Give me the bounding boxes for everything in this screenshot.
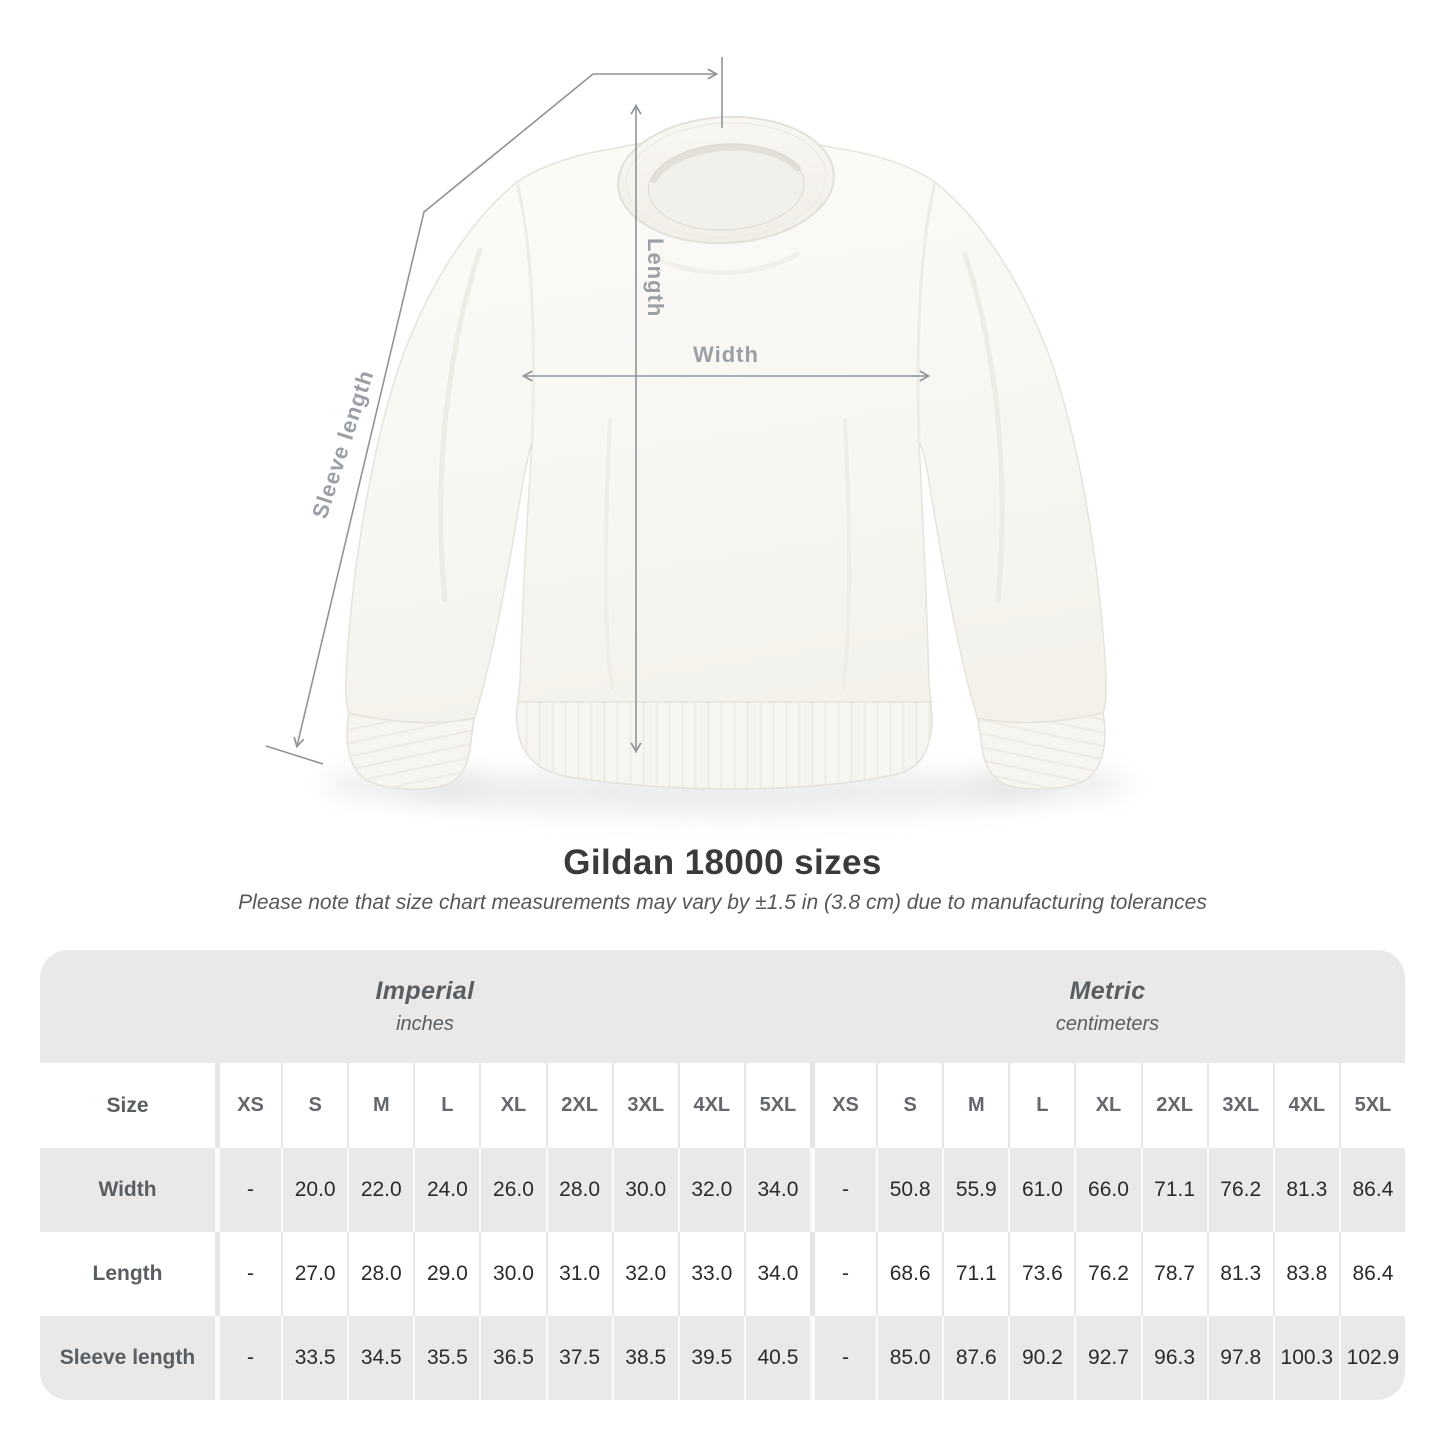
- value-metric: 100.3: [1272, 1316, 1339, 1400]
- value-metric: -: [810, 1148, 877, 1232]
- value-imperial: 38.5: [611, 1316, 678, 1400]
- value-metric: 102.9: [1338, 1316, 1405, 1400]
- value-imperial: 20.0: [281, 1148, 348, 1232]
- size-header-metric: 3XL: [1206, 1063, 1273, 1148]
- value-metric: 81.3: [1272, 1148, 1339, 1232]
- value-metric: 86.4: [1338, 1232, 1405, 1316]
- row-label: Sleeve length: [40, 1316, 215, 1400]
- size-column-header: Size: [40, 1063, 215, 1148]
- value-metric: 71.1: [942, 1232, 1009, 1316]
- size-header-imperial: XS: [215, 1063, 282, 1148]
- value-metric: -: [810, 1232, 877, 1316]
- unit-group-imperial: Imperial inches: [40, 950, 810, 1063]
- value-metric: 76.2: [1206, 1148, 1273, 1232]
- value-imperial: 31.0: [545, 1232, 612, 1316]
- size-header-imperial: 5XL: [743, 1063, 810, 1148]
- value-metric: 86.4: [1338, 1148, 1405, 1232]
- value-imperial: 36.5: [479, 1316, 546, 1400]
- value-metric: 92.7: [1074, 1316, 1141, 1400]
- size-header-metric: XS: [810, 1063, 877, 1148]
- value-imperial: -: [215, 1316, 282, 1400]
- row-label: Width: [40, 1148, 215, 1232]
- size-header-imperial: L: [413, 1063, 480, 1148]
- value-metric: 97.8: [1206, 1316, 1273, 1400]
- value-imperial: 34.5: [347, 1316, 414, 1400]
- sweatshirt-diagram: Length Width Sleeve length: [265, 57, 1132, 816]
- value-metric: 61.0: [1008, 1148, 1075, 1232]
- value-metric: 85.0: [876, 1316, 943, 1400]
- value-imperial: 32.0: [677, 1148, 744, 1232]
- value-imperial: 34.0: [743, 1148, 810, 1232]
- value-metric: 76.2: [1074, 1232, 1141, 1316]
- value-imperial: 37.5: [545, 1316, 612, 1400]
- value-imperial: 28.0: [545, 1148, 612, 1232]
- value-imperial: 33.5: [281, 1316, 348, 1400]
- value-imperial: 22.0: [347, 1148, 414, 1232]
- size-table: Imperial inches Metric centimeters Size X…: [40, 950, 1405, 1400]
- value-metric: 66.0: [1074, 1148, 1141, 1232]
- measurement-overlay: [265, 57, 931, 765]
- page-title: Gildan 18000 sizes: [563, 843, 882, 882]
- tolerance-note: Please note that size chart measurements…: [238, 891, 1207, 914]
- value-metric: 50.8: [876, 1148, 943, 1232]
- unit-group-unit: inches: [396, 1013, 454, 1035]
- value-metric: -: [810, 1316, 877, 1400]
- size-header-imperial: S: [281, 1063, 348, 1148]
- size-header-imperial: 3XL: [611, 1063, 678, 1148]
- value-imperial: 33.0: [677, 1232, 744, 1316]
- length-label: Length: [643, 238, 668, 317]
- value-metric: 87.6: [942, 1316, 1009, 1400]
- value-imperial: 26.0: [479, 1148, 546, 1232]
- value-imperial: 35.5: [413, 1316, 480, 1400]
- size-header-imperial: 4XL: [677, 1063, 744, 1148]
- size-header-imperial: XL: [479, 1063, 546, 1148]
- value-metric: 71.1: [1140, 1148, 1207, 1232]
- unit-group-name: Metric: [1069, 977, 1146, 1005]
- collar: [617, 115, 835, 245]
- value-imperial: 40.5: [743, 1316, 810, 1400]
- width-label: Width: [693, 342, 759, 367]
- value-metric: 78.7: [1140, 1232, 1207, 1316]
- size-header-metric: M: [942, 1063, 1009, 1148]
- value-imperial: 28.0: [347, 1232, 414, 1316]
- value-metric: 73.6: [1008, 1232, 1075, 1316]
- sleeve-measure-line: [293, 73, 594, 749]
- value-imperial: -: [215, 1148, 282, 1232]
- value-imperial: 39.5: [677, 1316, 744, 1400]
- value-metric: 81.3: [1206, 1232, 1273, 1316]
- size-header-metric: 5XL: [1338, 1063, 1405, 1148]
- size-header-imperial: 2XL: [545, 1063, 612, 1148]
- value-imperial: 29.0: [413, 1232, 480, 1316]
- value-metric: 83.8: [1272, 1232, 1339, 1316]
- size-header-imperial: M: [347, 1063, 414, 1148]
- sweatshirt-image: [345, 115, 1107, 790]
- value-metric: 96.3: [1140, 1316, 1207, 1400]
- value-imperial: 27.0: [281, 1232, 348, 1316]
- value-metric: 68.6: [876, 1232, 943, 1316]
- value-imperial: 34.0: [743, 1232, 810, 1316]
- size-header-metric: S: [876, 1063, 943, 1148]
- size-header-metric: 2XL: [1140, 1063, 1207, 1148]
- size-header-metric: XL: [1074, 1063, 1141, 1148]
- unit-group-metric: Metric centimeters: [810, 950, 1405, 1063]
- value-imperial: 30.0: [611, 1148, 678, 1232]
- unit-group-name: Imperial: [375, 977, 475, 1005]
- value-imperial: 30.0: [479, 1232, 546, 1316]
- cuff-tick: [265, 745, 324, 765]
- size-header-metric: L: [1008, 1063, 1075, 1148]
- value-metric: 90.2: [1008, 1316, 1075, 1400]
- value-imperial: 24.0: [413, 1148, 480, 1232]
- row-label: Length: [40, 1232, 215, 1316]
- size-header-metric: 4XL: [1272, 1063, 1339, 1148]
- value-imperial: -: [215, 1232, 282, 1316]
- value-metric: 55.9: [942, 1148, 1009, 1232]
- unit-group-unit: centimeters: [1055, 1013, 1160, 1035]
- value-imperial: 32.0: [611, 1232, 678, 1316]
